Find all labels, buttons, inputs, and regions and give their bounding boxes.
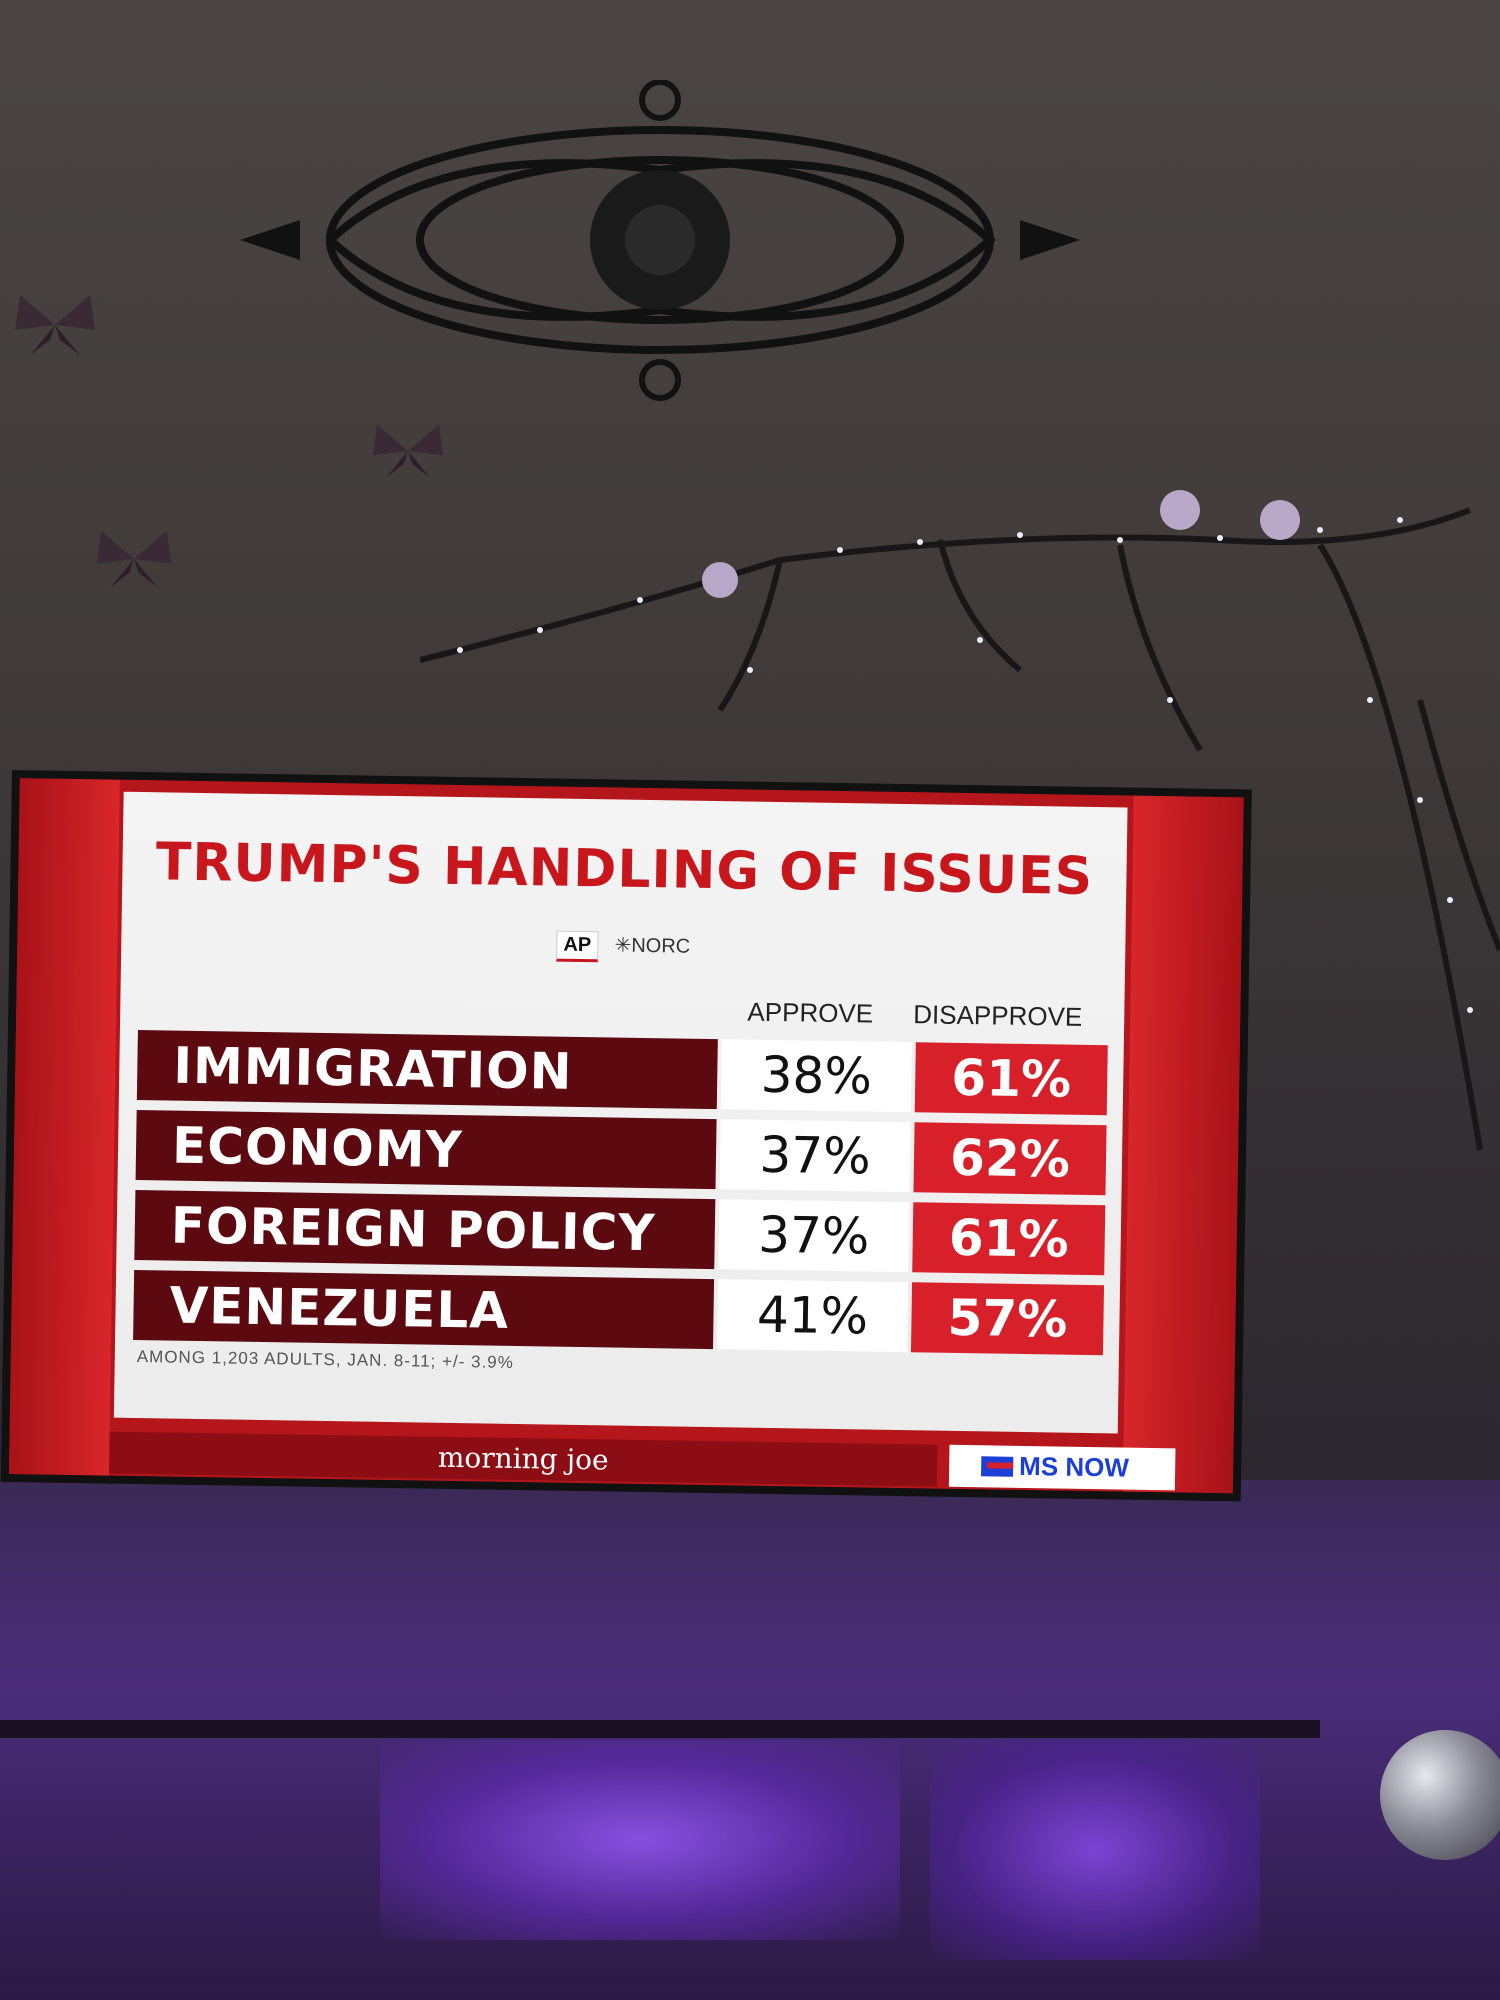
network-bug: MS NOW [948,1444,1176,1491]
purple-light [380,1740,900,1940]
approve-header: APPROVE [747,996,874,1029]
ap-logo: AP [556,930,599,963]
issue-label: VENEZUELA [133,1269,715,1350]
network-flag-icon [981,1456,1014,1477]
issue-label: IMMIGRATION [136,1030,718,1110]
issue-label: ECONOMY [135,1110,717,1190]
poll-row: IMMIGRATION 38% 61% [136,1030,1108,1116]
poll-row: FOREIGN POLICY 37% 61% [134,1189,1106,1276]
wrought-iron-ornament [240,80,1080,401]
approve-value: 38% [720,1039,912,1113]
approve-value: 41% [716,1279,909,1353]
approve-value: 37% [718,1199,910,1273]
disapprove-value: 61% [912,1202,1106,1276]
issue-label: FOREIGN POLICY [134,1189,716,1270]
norc-logo: ✳NORC [614,934,691,958]
poll-row: VENEZUELA 41% 57% [133,1269,1105,1356]
purple-light [930,1740,1260,1960]
poll-graphic: TRUMP'S HANDLING OF ISSUES AP ✳NORC APPR… [113,791,1128,1434]
show-name: morning joe [437,1440,609,1477]
poll-footnote: AMONG 1,203 ADULTS, JAN. 8-11; +/- 3.9% [136,1347,514,1372]
poll-source-logos: AP ✳NORC [121,924,1125,971]
lighted-branches [420,490,1500,1151]
butterfly-decoration [96,531,172,587]
disapprove-header: DISAPPROVE [913,999,1083,1032]
television: TRUMP'S HANDLING OF ISSUES AP ✳NORC APPR… [0,770,1252,1502]
disapprove-value: 61% [914,1042,1108,1116]
network-name: MS NOW [1018,1450,1130,1483]
tv-screen: TRUMP'S HANDLING OF ISSUES AP ✳NORC APPR… [8,778,1244,1494]
butterfly-decoration [15,295,95,355]
butterfly-decoration [372,424,444,478]
graphic-title: TRUMP'S HANDLING OF ISSUES [155,832,1094,907]
screen-side-panel-right [1122,795,1244,1494]
disco-ball [1380,1730,1500,1860]
shelf-top [0,1720,1320,1738]
approve-value: 37% [719,1119,911,1193]
screen-side-panel-left [8,778,120,1476]
poll-row: ECONOMY 37% 62% [135,1110,1107,1196]
disapprove-value: 62% [913,1122,1107,1196]
disapprove-value: 57% [910,1282,1105,1356]
show-banner: morning joe [108,1431,938,1487]
